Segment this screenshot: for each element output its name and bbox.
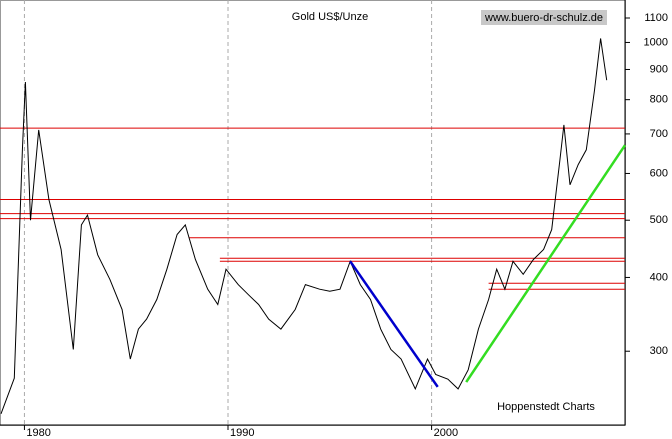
x-tick-label: 1980 [26,427,50,439]
y-tick-label: 700 [650,128,668,140]
credit: Hoppenstedt Charts [497,401,595,413]
y-tick-label: 600 [650,167,668,179]
source: www.buero-dr-schulz.de [484,12,603,24]
y-tick-label: 1000 [644,36,668,48]
x-tick-label: 2000 [434,427,458,439]
y-tick-label: 500 [650,214,668,226]
source-background [481,10,607,25]
chart-title: Gold US$/Unze [292,11,368,23]
price-line [0,38,608,414]
y-tick-label: 300 [650,345,668,357]
x-tick-label: 1990 [230,427,254,439]
y-tick-label: 1100 [644,12,668,24]
y-tick-label: 400 [650,271,668,283]
trend-line [465,144,627,383]
y-tick-label: 800 [650,94,668,106]
y-tick-label: 900 [650,63,668,75]
trend-line [349,260,439,388]
plot-area [0,0,626,426]
